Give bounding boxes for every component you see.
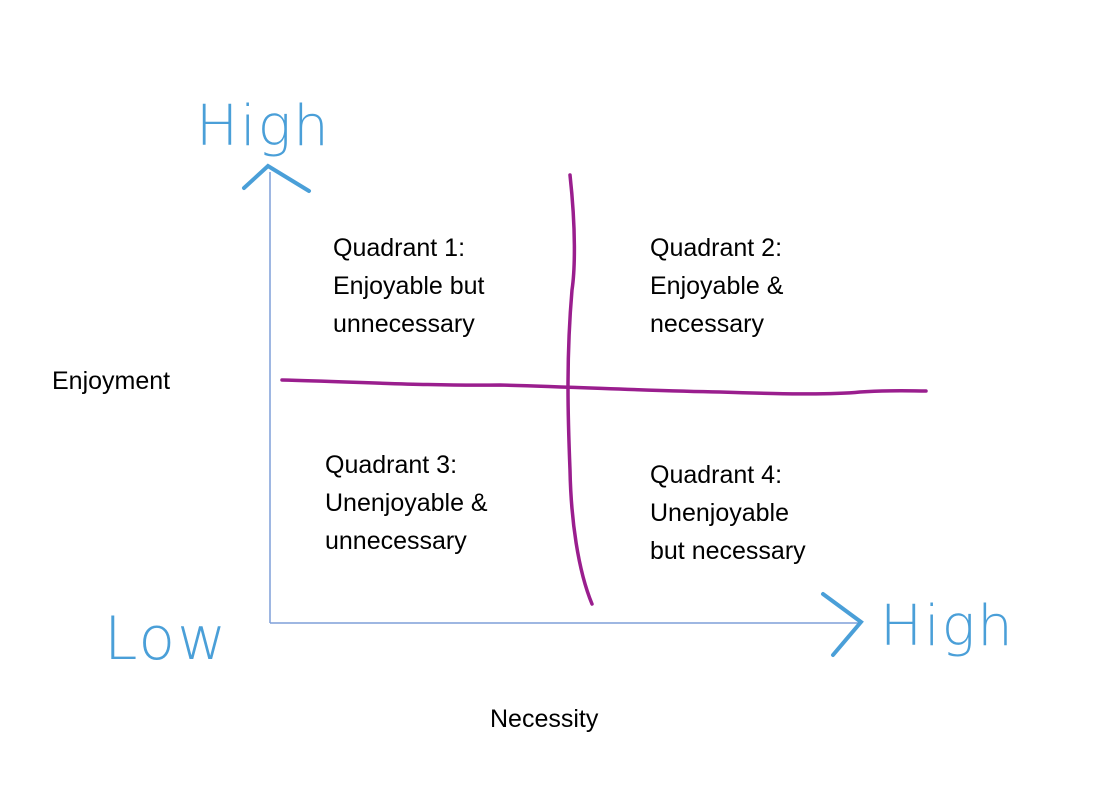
vertical-divider bbox=[566, 173, 594, 606]
y-high-label: High bbox=[196, 94, 331, 159]
quadrant-text: Enjoyable & bbox=[650, 272, 784, 300]
origin-low-label: Low bbox=[104, 604, 229, 674]
quadrant-3: Quadrant 3: Unenjoyable & unnecessary bbox=[325, 446, 488, 560]
quadrant-text: unnecessary bbox=[333, 310, 475, 338]
quadrant-text: Enjoyable but bbox=[333, 272, 485, 300]
quadrant-text: but necessary bbox=[650, 537, 806, 565]
y-arrow-head bbox=[242, 163, 311, 193]
x-high-label: High bbox=[880, 594, 1015, 659]
quadrant-1: Quadrant 1: Enjoyable but unnecessary bbox=[333, 229, 485, 343]
quadrant-title: Quadrant 3: bbox=[325, 451, 458, 479]
x-arrow-head bbox=[821, 592, 864, 657]
quadrant-text: unnecessary bbox=[325, 527, 467, 555]
quadrant-title: Quadrant 2: bbox=[650, 234, 783, 262]
quadrant-title: Quadrant 1: bbox=[333, 234, 466, 262]
quadrant-title: Quadrant 4: bbox=[650, 461, 783, 489]
horizontal-divider bbox=[280, 378, 928, 396]
quadrant-text: Unenjoyable bbox=[650, 499, 789, 527]
quadrant-text: necessary bbox=[650, 310, 764, 338]
quadrant-2: Quadrant 2: Enjoyable & necessary bbox=[650, 229, 783, 343]
quadrant-text: Unenjoyable & bbox=[325, 489, 488, 517]
x-axis-label: Necessity bbox=[490, 705, 599, 733]
quadrant-4: Quadrant 4: Unenjoyable but necessary bbox=[650, 456, 806, 570]
y-axis-label: Enjoyment bbox=[52, 367, 171, 395]
